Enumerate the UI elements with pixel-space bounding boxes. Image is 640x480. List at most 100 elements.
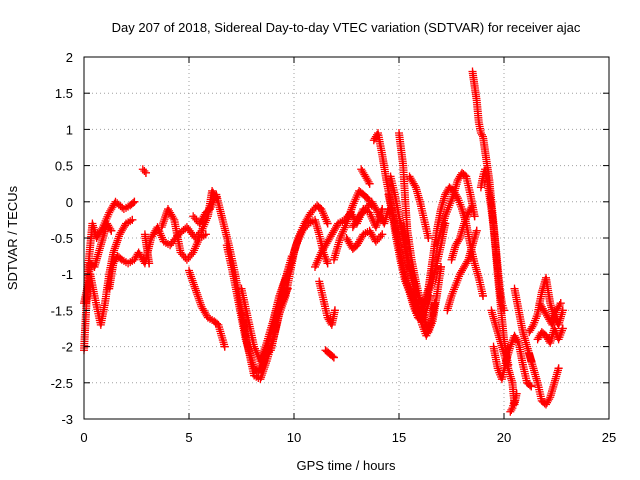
data-point xyxy=(346,209,354,218)
y-tick-label: 1 xyxy=(66,122,73,137)
x-tick-label: 20 xyxy=(497,430,511,445)
data-point xyxy=(329,353,338,362)
y-tick-label: -2 xyxy=(61,340,73,355)
data-point xyxy=(112,238,121,247)
data-point xyxy=(145,259,154,268)
data-point xyxy=(128,215,137,224)
data-point xyxy=(190,282,199,291)
data-point xyxy=(437,262,445,271)
y-tick-label: -2.5 xyxy=(51,376,73,391)
data-point xyxy=(195,296,204,305)
data-point xyxy=(111,242,120,251)
data-point xyxy=(115,232,123,241)
data-point xyxy=(194,294,203,303)
data-point xyxy=(342,219,351,228)
data-point xyxy=(507,405,516,414)
data-point xyxy=(129,199,137,208)
data-point xyxy=(345,211,354,220)
data-point xyxy=(113,236,122,245)
data-point xyxy=(470,212,479,221)
data-point xyxy=(343,217,352,226)
data-point xyxy=(257,373,266,382)
data-point xyxy=(510,396,519,405)
data-point xyxy=(280,275,289,284)
data-point xyxy=(187,272,196,281)
data-point xyxy=(472,226,481,235)
y-tick-label: 2 xyxy=(66,50,73,65)
data-point xyxy=(479,291,487,300)
data-point xyxy=(556,299,565,308)
data-point xyxy=(109,248,118,257)
data-point xyxy=(159,217,168,226)
data-point xyxy=(185,266,193,275)
data-point xyxy=(110,244,119,253)
data-point xyxy=(513,337,522,346)
x-tick-label: 15 xyxy=(392,430,406,445)
data-point xyxy=(140,167,149,176)
data-point xyxy=(280,277,289,286)
y-tick-label: -0.5 xyxy=(51,231,73,246)
data-point xyxy=(114,234,123,243)
y-tick-label: -1.5 xyxy=(51,303,73,318)
data-point xyxy=(364,177,373,186)
data-point xyxy=(185,268,194,277)
data-point xyxy=(373,219,382,228)
data-point xyxy=(558,324,567,333)
data-point xyxy=(157,223,166,232)
y-axis-label: SDTVAR / TECUs xyxy=(5,185,20,290)
data-point xyxy=(365,179,374,188)
x-tick-label: 10 xyxy=(287,430,301,445)
data-point xyxy=(194,292,203,301)
data-point xyxy=(254,367,263,376)
data-point xyxy=(193,290,202,299)
chart-title: Day 207 of 2018, Sidereal Day-to-day VTE… xyxy=(112,20,581,35)
data-point xyxy=(283,284,292,293)
data-point xyxy=(371,223,380,232)
data-point xyxy=(186,270,195,279)
data-point xyxy=(525,381,534,390)
data-point xyxy=(430,299,439,308)
data-point xyxy=(112,240,121,249)
data-point xyxy=(158,221,167,230)
data-point xyxy=(107,226,116,235)
data-point xyxy=(346,207,355,216)
y-tick-label: 0.5 xyxy=(55,159,73,174)
data-point xyxy=(328,352,337,361)
data-point xyxy=(161,213,170,222)
x-tick-label: 0 xyxy=(80,430,87,445)
data-point xyxy=(528,322,537,331)
data-point xyxy=(255,365,263,374)
data-point xyxy=(330,306,339,315)
y-tick-label: -1 xyxy=(61,267,73,282)
data-point xyxy=(220,342,229,351)
data-point xyxy=(189,280,198,289)
data-point xyxy=(555,300,564,309)
data-point xyxy=(279,279,288,288)
data-point xyxy=(192,286,200,295)
data-point xyxy=(344,213,353,222)
data-point xyxy=(257,355,266,364)
data-point xyxy=(512,389,521,398)
data-point xyxy=(255,363,264,372)
data-point xyxy=(468,201,477,210)
data-point xyxy=(276,287,285,296)
data-point xyxy=(278,281,287,290)
data-point xyxy=(141,168,150,177)
data-point xyxy=(477,130,486,139)
data-point xyxy=(191,284,200,293)
data-point xyxy=(287,252,296,261)
data-point xyxy=(196,300,205,309)
y-tick-label: 1.5 xyxy=(55,86,73,101)
data-point xyxy=(187,274,196,283)
data-point xyxy=(348,203,357,212)
data-point xyxy=(201,230,210,239)
x-axis-label: GPS time / hours xyxy=(297,458,396,473)
data-point xyxy=(278,283,287,292)
data-point xyxy=(460,171,469,180)
data-point xyxy=(554,364,563,373)
data-point xyxy=(527,382,536,391)
data-point xyxy=(106,224,115,233)
data-point xyxy=(372,221,381,230)
data-point xyxy=(169,214,178,223)
data-point xyxy=(261,343,270,352)
